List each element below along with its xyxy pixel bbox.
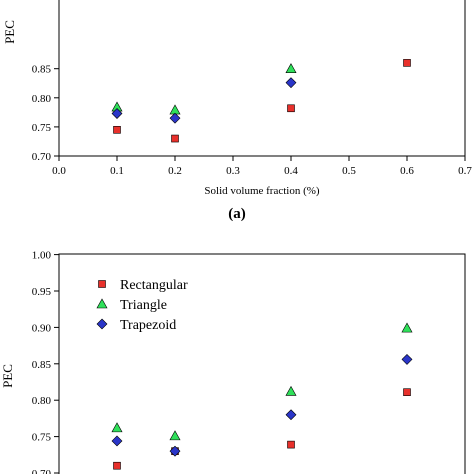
chart-panel-a: 0.700.750.800.85 0.0 0.1 0.2 0.3 0.4 0.5 0.6 0.… <box>2 0 472 222</box>
x-tick-label-a: 0.2 <box>168 165 182 177</box>
legend-b: Rectangular Triangle Trapezoid <box>96 278 188 333</box>
data-point-diamond-b <box>285 409 297 421</box>
data-point-square-b <box>287 440 295 449</box>
data-point-square-a <box>403 59 411 67</box>
legend-marker-diamond <box>96 318 108 330</box>
data-point-diamond-a <box>285 77 297 89</box>
y-tick-label-b: 0.70 <box>32 468 52 474</box>
x-tick-label-a: 0.7 <box>458 165 472 177</box>
data-point-triangle-a <box>169 104 181 115</box>
legend-label-square: Rectangular <box>120 278 188 293</box>
data-point-triangle-b <box>169 430 181 441</box>
y-axis-b: 0.70 0.75 0.80 0.85 0.90 0.95 1.00 <box>32 250 59 474</box>
legend-label-diamond: Trapezoid <box>120 318 176 333</box>
y-axis-label-b: PEC <box>0 364 15 388</box>
data-point-square-a <box>113 126 121 134</box>
x-tick-label-a: 0.1 <box>110 165 124 177</box>
x-tick-label-a: 0.6 <box>400 165 414 177</box>
x-tick-label-a: 0.5 <box>342 165 356 177</box>
data-point-square-a <box>287 104 295 113</box>
data-point-diamond-a <box>111 108 123 119</box>
x-axis-label-a: Solid volume fraction (%) <box>204 185 320 197</box>
data-point-triangle-a <box>285 63 297 73</box>
y-axis-a: 0.70 0.75 0.80 0.85 <box>32 64 59 163</box>
x-tick-label-a: 0.4 <box>284 165 298 177</box>
y-tick-label-a: 0.70 <box>32 151 52 163</box>
y-tick-label-b: 0.95 <box>32 286 52 298</box>
data-point-square-b <box>113 461 121 470</box>
data-point-triangle-b <box>285 385 297 396</box>
y-tick-label-b: 0.85 <box>32 359 52 371</box>
plot-frame-a <box>58 0 466 157</box>
data-point-square-a <box>171 134 179 143</box>
data-point-diamond-a <box>169 112 181 124</box>
plot-points-b <box>111 322 413 470</box>
y-tick-label-b: 0.80 <box>32 395 52 407</box>
data-point-diamond-b <box>169 445 181 457</box>
legend-marker-square <box>98 280 106 288</box>
data-point-square-b <box>403 388 411 396</box>
y-tick-label-a: 0.85 <box>32 64 52 76</box>
x-tick-label-a: 0.0 <box>52 165 66 177</box>
x-tick-label-a: 0.3 <box>226 165 240 177</box>
y-axis-label-a: PEC <box>2 20 17 44</box>
data-point-triangle-b <box>111 422 123 433</box>
y-tick-label-b: 0.75 <box>32 432 52 444</box>
panel-label-a: (a) <box>228 206 246 222</box>
legend-marker-triangle <box>96 298 108 309</box>
y-tick-label-b: 1.00 <box>32 250 52 262</box>
y-tick-label-a: 0.80 <box>32 93 52 105</box>
chart-panel-b: 0.70 0.75 0.80 0.85 0.90 0.95 1.00 Rectangular… <box>0 250 466 474</box>
data-point-diamond-b <box>111 435 123 447</box>
x-axis-a: 0.0 0.1 0.2 0.3 0.4 0.5 0.6 0.7 <box>52 156 472 177</box>
legend-label-triangle: Triangle <box>120 298 167 313</box>
plot-points-a <box>111 59 411 143</box>
data-point-triangle-b <box>401 322 413 333</box>
y-tick-label-b: 0.90 <box>32 322 52 334</box>
y-tick-label-a: 0.75 <box>32 122 52 134</box>
data-point-diamond-b <box>401 354 413 365</box>
plot-frame-b <box>58 253 466 474</box>
